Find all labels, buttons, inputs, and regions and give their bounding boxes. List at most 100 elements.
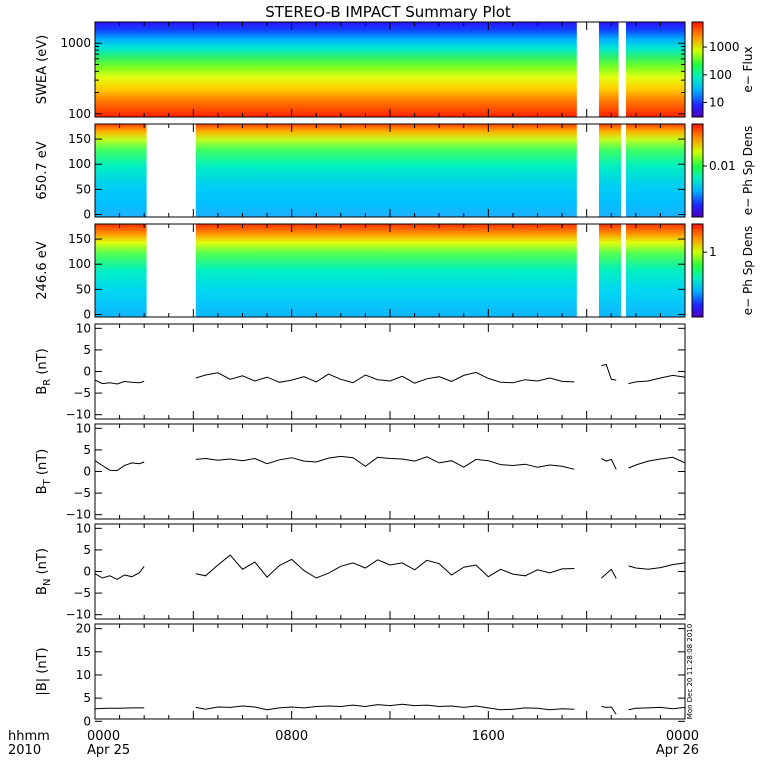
- br-series-segment-3: [628, 374, 686, 385]
- bt-y-tick-label: 10: [76, 421, 91, 435]
- chart-title: STEREO-B IMPACT Summary Plot: [265, 3, 511, 21]
- x-tick-label: 0000: [87, 729, 120, 744]
- br-y-tick-label: 5: [83, 343, 91, 357]
- br-y-label-main: B: [35, 386, 50, 395]
- swea-colorbar-label: e− Flux: [741, 46, 755, 92]
- x-tick-label: 1600: [472, 729, 505, 744]
- bmag-y-tick-label: 20: [76, 622, 91, 636]
- swea-y-tick-label: 1000: [60, 36, 91, 50]
- bt-y-label-sub: T: [42, 478, 53, 486]
- br-series-segment-0: [94, 379, 145, 385]
- panel-pad246: 1 e− Ph Sp Dens 0 50 100 150 246.6 eV: [35, 223, 755, 321]
- x-tick-label: 0800: [275, 729, 308, 744]
- bn-y-label-main: B: [35, 586, 50, 595]
- br-series-segment-1: [195, 371, 575, 384]
- bn-y-tick-label: −5: [73, 586, 91, 600]
- bmag-y-label-main: |B| (nT): [35, 647, 50, 695]
- bt-y-tick-label: 0: [83, 465, 91, 479]
- pad650-colorbar-label: e− Ph Sp Dens: [741, 126, 755, 215]
- bn-series-segment-1: [195, 554, 575, 579]
- bn-y-tick-label: 5: [83, 543, 91, 557]
- br-y-label-sub: R: [42, 379, 53, 386]
- bmag-y-tick-label: 5: [83, 691, 91, 705]
- br-y-label-unit: (nT): [35, 348, 50, 378]
- pad650-colorbar-tick-label: 0.01: [709, 159, 736, 173]
- bn-y-label-sub: N: [42, 579, 53, 586]
- panel-br: −10 −5 0 5 10 BR (nT): [35, 321, 686, 422]
- swea-colorbar: [691, 21, 704, 118]
- br-series-segment-2: [601, 364, 617, 381]
- pad246-data-gap-1: [576, 224, 599, 317]
- br-frame: [94, 323, 686, 420]
- bn-y-tick-label: −10: [66, 608, 91, 622]
- br-y-tick-label: −10: [66, 408, 91, 422]
- swea-data-gap-0: [576, 22, 599, 117]
- bt-frame: [94, 423, 686, 520]
- bmag-series-segment-2: [601, 706, 617, 715]
- panel-bt: −10 −5 0 5 10 BT (nT): [35, 421, 686, 522]
- x-tick-label: 0000: [666, 729, 699, 744]
- bt-series-segment-1: [195, 455, 575, 470]
- panel-pad650: 0.01 e− Ph Sp Dens 0 50 100 150 650.7 eV: [35, 123, 755, 221]
- pad246-data-gap-0: [146, 224, 196, 317]
- bmag-frame: [94, 623, 686, 720]
- bn-y-label-unit: (nT): [35, 548, 50, 578]
- pad246-y-tick-label: 150: [68, 232, 91, 246]
- pad650-y-axis-label: 650.7 eV: [35, 141, 50, 199]
- bt-y-axis-label: BT (nT): [35, 449, 53, 495]
- bmag-y-tick-label: 0: [83, 714, 91, 728]
- pad650-data-gap-2: [621, 124, 626, 217]
- bt-series-segment-2: [601, 458, 617, 470]
- x-axis-label-year: 2010: [8, 743, 41, 758]
- bt-y-tick-label: 5: [83, 443, 91, 457]
- bn-series-segment-0: [94, 565, 145, 580]
- swea-y-tick-label: 100: [68, 107, 91, 121]
- pad650-y-tick-label: 50: [76, 182, 91, 196]
- bt-y-label-unit: (nT): [35, 449, 50, 479]
- pad650-y-tick-label: 100: [68, 157, 91, 171]
- br-y-tick-label: −5: [73, 386, 91, 400]
- bn-series-segment-3: [628, 562, 686, 570]
- bmag-y-tick-label: 10: [76, 668, 91, 682]
- pad246-y-tick-label: 100: [68, 257, 91, 271]
- bt-y-tick-label: −5: [73, 486, 91, 500]
- br-y-axis-label: BR (nT): [35, 348, 53, 394]
- pad246-colorbar-label: e− Ph Sp Dens: [741, 226, 755, 315]
- bn-frame: [94, 523, 686, 620]
- panel-bmag: 0 5 10 15 20 |B| (nT) Mon Dec 20 11:28:08 2010: [35, 622, 694, 729]
- pad246-y-tick-label: 0: [83, 307, 91, 321]
- pad650-data-gap-1: [576, 124, 599, 217]
- br-y-tick-label: 0: [83, 365, 91, 379]
- pad246-y-axis-label: 246.6 eV: [35, 241, 50, 299]
- bmag-series-segment-1: [195, 703, 575, 711]
- bn-y-tick-label: 0: [83, 565, 91, 579]
- pad246-colorbar: [691, 223, 704, 318]
- swea-data-gap-1: [618, 22, 626, 117]
- panel-bn: −10 −5 0 5 10 BN (nT): [35, 521, 686, 622]
- bmag-timestamp-stamp: Mon Dec 20 11:28:08 2010: [686, 624, 694, 719]
- bmag-y-axis-label: |B| (nT): [35, 647, 50, 695]
- pad246-colorbar-tick-label: 1: [709, 245, 717, 259]
- bt-y-tick-label: −10: [66, 508, 91, 522]
- swea-colorbar-tick-label: 1000: [709, 40, 740, 54]
- bt-y-label-main: B: [35, 485, 50, 494]
- bn-y-axis-label: BN (nT): [35, 548, 53, 595]
- pad650-y-tick-label: 0: [83, 207, 91, 221]
- br-y-tick-label: 10: [76, 321, 91, 335]
- bmag-series-segment-3: [628, 706, 686, 711]
- bn-y-tick-label: 10: [76, 521, 91, 535]
- pad246-y-tick-label: 50: [76, 282, 91, 296]
- x-tick-date-label: Apr 26: [656, 743, 699, 758]
- bmag-y-tick-label: 15: [76, 645, 91, 659]
- bt-series-segment-0: [94, 460, 145, 472]
- bn-series-segment-2: [601, 568, 617, 579]
- bt-series-segment-3: [628, 456, 686, 469]
- x-tick-date-label: Apr 25: [87, 743, 130, 758]
- pad246-data-gap-2: [621, 224, 626, 317]
- pad650-colorbar: [691, 123, 704, 218]
- swea-colorbar-tick-label: 10: [709, 96, 724, 110]
- x-axis-label-hhmm: hhmm: [8, 729, 50, 744]
